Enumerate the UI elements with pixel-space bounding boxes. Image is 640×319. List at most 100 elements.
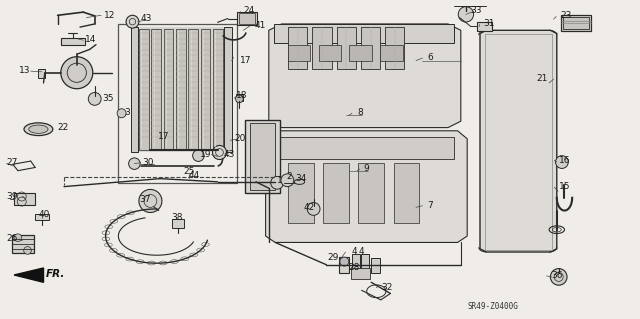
Text: 21: 21 [536,74,548,83]
Bar [349,45,372,61]
Text: 17: 17 [240,56,252,65]
Bar [151,29,161,150]
Text: 37: 37 [140,195,151,204]
Polygon shape [14,268,44,282]
Bar [561,15,591,31]
Text: 12: 12 [104,11,116,20]
Circle shape [14,234,22,241]
Polygon shape [269,24,461,128]
Text: 34: 34 [296,174,307,183]
Text: 32: 32 [381,283,392,292]
Bar [288,163,314,223]
Bar [176,29,186,150]
Bar [61,38,85,45]
Text: 19: 19 [200,150,212,159]
Text: 8: 8 [357,108,363,117]
Circle shape [307,203,320,215]
Circle shape [550,269,567,285]
Bar [237,12,257,25]
Bar [245,120,280,193]
Text: 43: 43 [141,14,152,23]
Text: 33: 33 [470,6,482,15]
Circle shape [458,7,474,22]
Bar [288,27,307,69]
Bar [563,17,589,29]
Circle shape [88,93,101,105]
Circle shape [61,57,93,89]
Text: 22: 22 [58,123,69,132]
Bar [138,27,224,152]
Bar [118,24,237,183]
Bar [250,123,275,190]
Text: 25: 25 [183,167,195,176]
Text: 40: 40 [38,210,50,219]
Bar [477,22,492,31]
Text: 43: 43 [224,150,236,159]
Bar [380,45,403,61]
Text: 14: 14 [85,35,97,44]
Bar [339,257,349,273]
Bar [131,27,138,152]
Text: 28: 28 [349,263,360,272]
Text: 13: 13 [19,66,31,75]
Text: 30: 30 [142,158,154,167]
Bar [14,193,35,205]
Ellipse shape [24,123,52,136]
Text: 29: 29 [328,253,339,262]
Circle shape [139,189,162,212]
Bar [351,268,370,279]
Bar [38,69,45,78]
Text: 38: 38 [172,213,183,222]
Bar [371,258,380,273]
Bar [35,214,49,220]
Bar [288,45,310,61]
Bar [361,27,380,69]
Text: 24: 24 [243,6,255,15]
Text: 3: 3 [124,108,130,117]
Circle shape [24,247,31,254]
Polygon shape [266,131,467,242]
Bar [224,27,232,152]
Text: 27: 27 [6,158,18,167]
Bar [12,235,34,253]
Ellipse shape [29,125,48,133]
Bar [394,163,419,223]
Text: 31: 31 [483,19,495,28]
Text: SR49-Z0400G: SR49-Z0400G [467,302,518,311]
Circle shape [212,145,227,160]
Bar [485,34,552,250]
Circle shape [117,109,126,118]
Circle shape [340,257,349,266]
Circle shape [193,150,204,161]
Text: 36: 36 [552,271,563,280]
Circle shape [129,158,140,169]
Text: FR.: FR. [46,269,65,279]
Text: 39: 39 [6,192,18,201]
Text: 23: 23 [561,11,572,20]
Text: 42: 42 [304,203,316,212]
Circle shape [271,176,284,189]
Bar [312,27,332,69]
Bar [274,24,454,43]
Text: 2: 2 [287,172,292,181]
Text: 4: 4 [351,247,357,256]
Bar [172,219,184,228]
Text: 1: 1 [276,176,282,185]
Bar [385,27,404,69]
Text: 35: 35 [102,94,114,103]
Text: 6: 6 [428,53,433,62]
Text: 16: 16 [559,156,571,165]
Circle shape [556,156,568,168]
Bar [213,29,223,150]
Circle shape [126,15,139,28]
Bar [200,29,211,150]
Bar [236,94,243,101]
Bar [164,29,173,150]
Text: 26: 26 [6,234,18,243]
Bar [361,254,369,278]
Bar [352,254,360,278]
Circle shape [236,95,243,103]
Text: 41: 41 [255,21,266,30]
Circle shape [281,174,294,187]
Bar [278,137,454,160]
